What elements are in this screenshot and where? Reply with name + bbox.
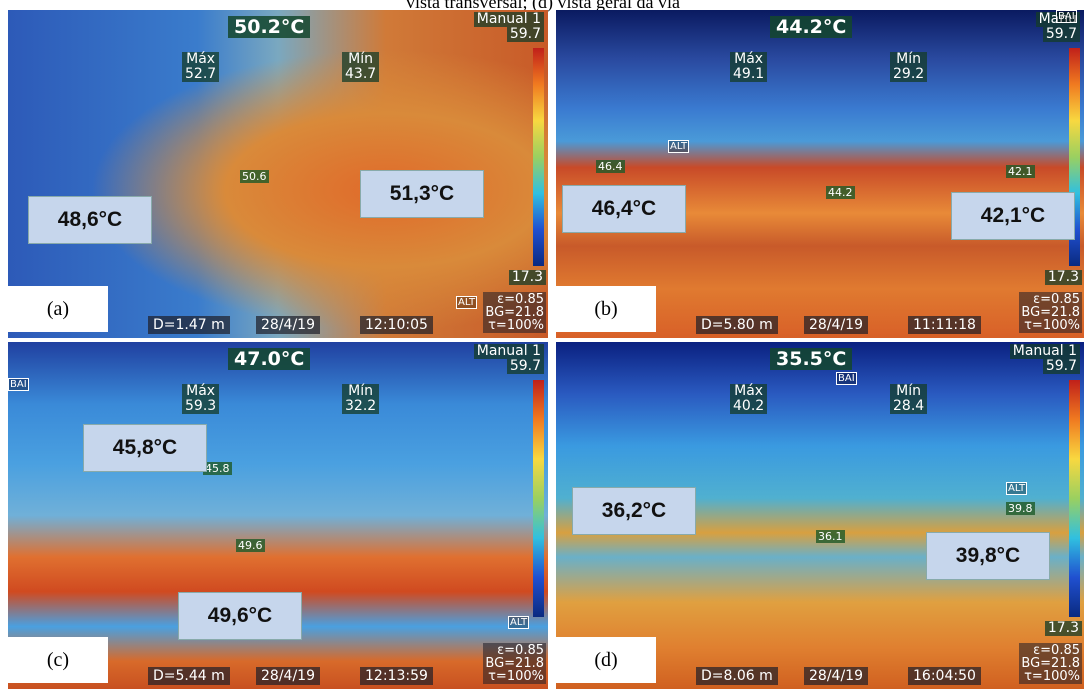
min-value: 29.2: [893, 67, 924, 82]
mode: Manual 1: [1010, 344, 1080, 359]
date: 28/4/19: [256, 316, 320, 334]
mode: Manual 1: [474, 344, 544, 359]
min-label: Mín: [345, 52, 376, 67]
distance: D=5.80 m: [696, 316, 778, 334]
panel-label: (b): [556, 286, 656, 332]
scale-min: 17.3: [1045, 621, 1082, 636]
mode: Manual 1: [474, 12, 544, 27]
min-label: Mín: [893, 384, 924, 399]
temperature-callout: 46,4°C: [562, 185, 686, 233]
time: 12:10:05: [360, 316, 433, 334]
spot-reading: 46.4: [596, 160, 625, 173]
spot-reading: 36.1: [816, 530, 845, 543]
spot-reading: 45.8: [203, 462, 232, 475]
temperature-callout: 51,3°C: [360, 170, 484, 218]
date: 28/4/19: [804, 667, 868, 685]
max-value: 40.2: [733, 399, 764, 414]
spot-reading: 49.6: [236, 539, 265, 552]
time: 12:13:59: [360, 667, 433, 685]
marker: BAI: [8, 378, 29, 391]
center-temperature: 35.5°C: [770, 348, 852, 370]
scale-max: 59.7: [507, 359, 544, 374]
date: 28/4/19: [256, 667, 320, 685]
color-scale: [533, 380, 544, 617]
scale-max: 59.7: [1043, 27, 1080, 42]
scale-min: 17.3: [509, 270, 546, 285]
date: 28/4/19: [804, 316, 868, 334]
spot-reading: 44.2: [826, 186, 855, 199]
spot-reading: 42.1: [1006, 165, 1035, 178]
center-temperature: 50.2°C: [228, 16, 310, 38]
scale-max: 59.7: [507, 27, 544, 42]
distance: D=1.47 m: [148, 316, 230, 334]
scale-min: 17.3: [1045, 270, 1082, 285]
transmission: τ=100%: [1021, 670, 1080, 683]
temperature-callout: 36,2°C: [572, 487, 696, 535]
max-label: Máx: [733, 52, 764, 67]
temperature-callout: 45,8°C: [83, 424, 207, 472]
marker: BAI: [1056, 10, 1077, 23]
time: 11:11:18: [908, 316, 981, 334]
temperature-callout: 39,8°C: [926, 532, 1050, 580]
distance: D=8.06 m: [696, 667, 778, 685]
page: vista transversal; (d) vista geral da vi…: [0, 0, 1086, 691]
marker: ALT: [1006, 482, 1027, 495]
panel-label: (c): [8, 637, 108, 683]
temperature-callout: 49,6°C: [178, 592, 302, 640]
max-label: Máx: [185, 52, 216, 67]
min-label: Mín: [893, 52, 924, 67]
panel-label: (a): [8, 286, 108, 332]
color-scale: [1069, 380, 1080, 617]
max-value: 59.3: [185, 399, 216, 414]
marker: ALT: [508, 616, 529, 629]
marker: BAI: [836, 372, 857, 385]
transmission: τ=100%: [485, 319, 544, 332]
max-label: Máx: [733, 384, 764, 399]
max-label: Máx: [185, 384, 216, 399]
center-temperature: 47.0°C: [228, 348, 310, 370]
spot-reading: 39.8: [1006, 502, 1035, 515]
max-value: 52.7: [185, 67, 216, 82]
min-value: 43.7: [345, 67, 376, 82]
min-value: 32.2: [345, 399, 376, 414]
time: 16:04:50: [908, 667, 981, 685]
spot-reading: 50.6: [240, 170, 269, 183]
center-temperature: 44.2°C: [770, 16, 852, 38]
transmission: τ=100%: [1021, 319, 1080, 332]
min-label: Mín: [345, 384, 376, 399]
color-scale: [533, 48, 544, 266]
temperature-callout: 42,1°C: [951, 192, 1075, 240]
min-value: 28.4: [893, 399, 924, 414]
max-value: 49.1: [733, 67, 764, 82]
temperature-callout: 48,6°C: [28, 196, 152, 244]
transmission: τ=100%: [485, 670, 544, 683]
marker: ALT: [668, 140, 689, 153]
marker: ALT: [456, 296, 477, 309]
scale-max: 59.7: [1043, 359, 1080, 374]
distance: D=5.44 m: [148, 667, 230, 685]
panel-label: (d): [556, 637, 656, 683]
